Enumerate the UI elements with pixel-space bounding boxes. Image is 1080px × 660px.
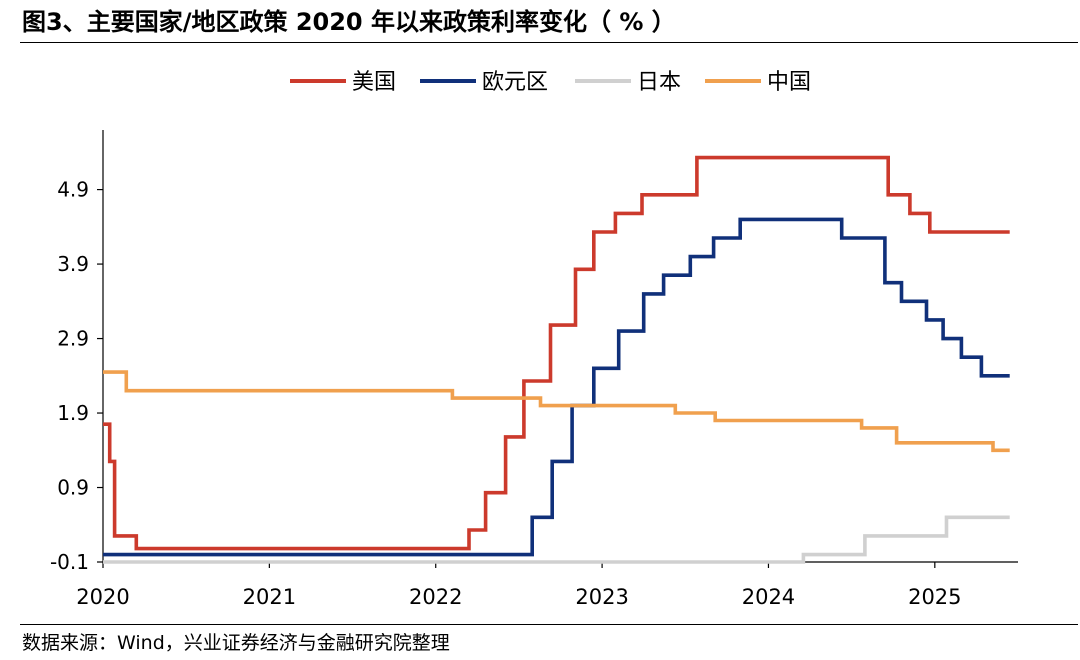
- line-chart: 美国 欧元区 日本 中国 4.9 3.9 2.9 1.9 0.9 -0.1 2020 2021 202…: [50, 70, 1018, 609]
- source-note: 数据来源：Wind，兴业证券经济与金融研究院整理: [22, 632, 450, 654]
- y-tick-label: -0.1: [50, 550, 89, 574]
- legend-label-china: 中国: [767, 70, 811, 95]
- legend-label-japan: 日本: [637, 70, 681, 95]
- x-tick-label: 2024: [742, 585, 795, 609]
- y-tick-label: 1.9: [57, 401, 89, 425]
- x-tick-label: 2022: [409, 585, 462, 609]
- x-tick-label: 2023: [575, 585, 628, 609]
- figure-title: 图3、主要国家/地区政策 2020 年以来政策利率变化（ % ）: [22, 8, 676, 36]
- y-tick-label: 0.9: [57, 476, 89, 500]
- x-tick-label: 2020: [76, 585, 129, 609]
- chart-legend: 美国 欧元区 日本 中国: [290, 70, 811, 95]
- legend-label-euro: 欧元区: [482, 70, 548, 95]
- series-line-japan: [103, 515, 1010, 564]
- series-line-china: [103, 370, 1010, 453]
- y-tick-label: 3.9: [57, 252, 89, 276]
- series-line-us: [103, 155, 1010, 551]
- x-tick-label: 2025: [908, 585, 961, 609]
- title-divider: [20, 42, 1078, 43]
- y-tick-label: 4.9: [57, 178, 89, 202]
- legend-label-us: 美国: [352, 70, 396, 95]
- series-line-euro: [103, 217, 1010, 557]
- chart-axes: 4.9 3.9 2.9 1.9 0.9 -0.1 2020 2021 2022 2023 2024 2…: [50, 130, 1018, 609]
- chart-series: [103, 155, 1010, 564]
- x-tick-label: 2021: [243, 585, 296, 609]
- source-divider: [20, 624, 1078, 625]
- y-tick-label: 2.9: [57, 327, 89, 351]
